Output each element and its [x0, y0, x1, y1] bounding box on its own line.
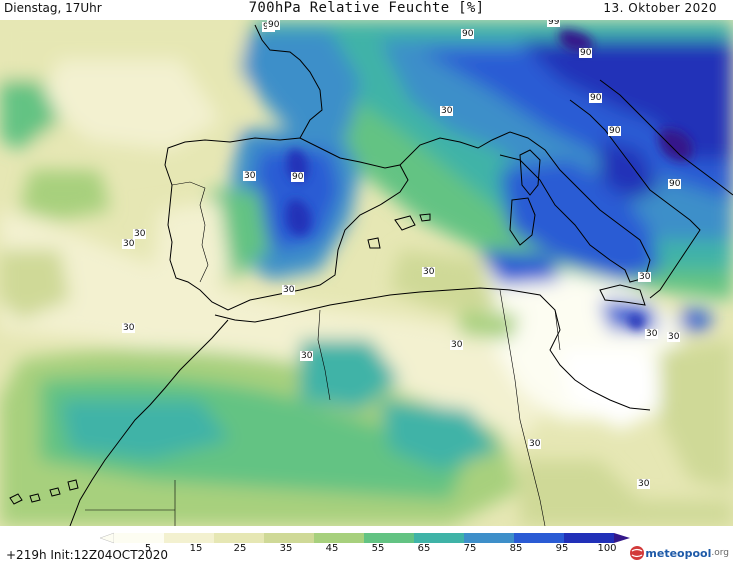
colorbar-swatch [464, 533, 514, 543]
contour-label: 30 [667, 332, 681, 342]
init-time: +219h Init:12Z04OCT2020 [6, 548, 169, 562]
contour-label: 30 [133, 229, 147, 239]
colorbar-tick: 35 [279, 543, 293, 554]
contour-label: 30 [637, 479, 651, 489]
humidity-cores [285, 29, 693, 330]
contour-label: 30 [450, 340, 464, 350]
contour-label: 90 [291, 172, 305, 182]
humidity-shading [0, 20, 733, 526]
header-bar: Dienstag, 17Uhr 700hPa Relative Feuchte … [0, 0, 733, 20]
colorbar-tick: 85 [509, 543, 523, 554]
colorbar-swatch [264, 533, 314, 543]
colorbar-tick: 75 [463, 543, 477, 554]
contour-label: 30 [243, 171, 257, 181]
contour-label: 30 [422, 267, 436, 277]
contour-label: 90 [668, 179, 682, 189]
contour-label: 30 [300, 351, 314, 361]
colorbar-tick: 100 [597, 543, 617, 554]
colorbar: 5 15 25 35 45 55 65 75 85 95 100 [99, 530, 640, 554]
run-date: 13. Oktober 2020 [603, 1, 717, 15]
colorbar-swatch [564, 533, 614, 543]
coastlines [9, 24, 733, 526]
colorbar-swatch [164, 533, 214, 543]
colorbar-tick: 25 [233, 543, 247, 554]
colorbar-min-arrow [99, 532, 115, 544]
colorbar-max-arrow [614, 533, 630, 543]
contour-label: 30 [528, 439, 542, 449]
humidity-field [0, 20, 733, 526]
colorbar-swatch [214, 533, 264, 543]
colorbar-tick: 65 [417, 543, 431, 554]
meteopool-logo[interactable]: meteopool .org [629, 544, 729, 562]
colorbar-swatch [414, 533, 464, 543]
colorbar-tick: 5 [144, 543, 152, 554]
logo-name: meteopool [645, 546, 712, 560]
colorbar-tick: 15 [189, 543, 203, 554]
map-title: 700hPa Relative Feuchte [%] [248, 0, 485, 16]
colorbar-swatch [114, 533, 164, 543]
colorbar-swatch [314, 533, 364, 543]
logo-suffix: .org [711, 548, 729, 558]
valid-time: Dienstag, 17Uhr [4, 1, 102, 15]
colorbar-swatch [364, 533, 414, 543]
contour-label: 90 [589, 93, 603, 103]
humidity-map: 90 90 30 30 30 90 90 90 90 30 30 90 30 3… [0, 20, 733, 526]
contour-label: 99 [547, 20, 561, 27]
contour-label: 30 [638, 272, 652, 282]
contour-label: 30 [645, 329, 659, 339]
contour-label: 90 [267, 20, 281, 30]
meteopool-globe-icon [630, 546, 645, 560]
colorbar-swatch [514, 533, 564, 543]
colorbar-tick: 95 [555, 543, 569, 554]
contour-label: 30 [440, 106, 454, 116]
contour-label: 90 [461, 29, 475, 39]
contour-label: 30 [122, 239, 136, 249]
contour-label: 30 [122, 323, 136, 333]
contour-label: 90 [608, 126, 622, 136]
colorbar-tick: 45 [325, 543, 339, 554]
colorbar-tick: 55 [371, 543, 385, 554]
footer: 5 15 25 35 45 55 65 75 85 95 100 +219h I… [0, 526, 733, 566]
colorbar-swatches [99, 532, 630, 544]
contour-label: 90 [579, 48, 593, 58]
contour-label: 30 [282, 285, 296, 295]
